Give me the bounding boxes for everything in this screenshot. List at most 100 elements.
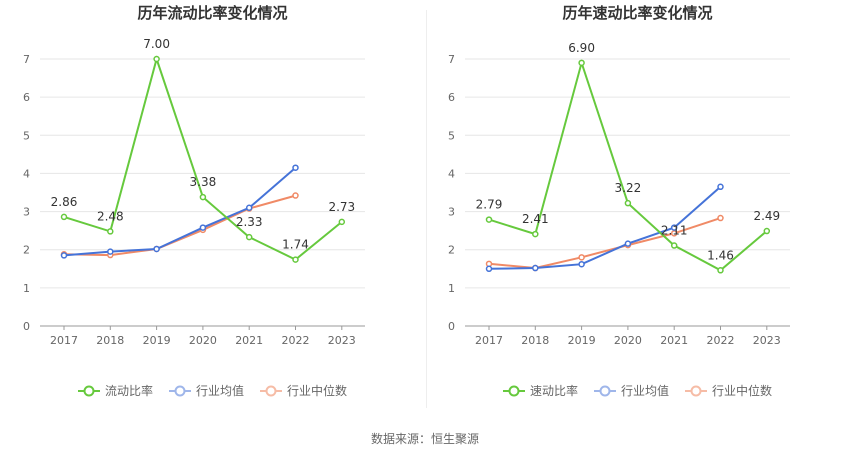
data-point (578, 260, 585, 268)
x-tick-label: 2018 (96, 334, 124, 347)
data-point (717, 183, 724, 191)
legend-item-ratio[interactable]: 速动比率 (502, 382, 578, 399)
legend-marker-icon (593, 385, 616, 396)
chart-panel-quick-ratio: 0 1 2 3 4 5 6 7 2017 2018 2019 2020 2021 2022 2023 2.79… (425, 0, 850, 410)
y-tick-label: 7 (23, 53, 30, 66)
legend-label: 行业中位数 (287, 384, 348, 398)
data-point (578, 59, 585, 67)
x-tick-label: 2022 (707, 334, 735, 347)
series-line (488, 59, 768, 272)
y-tick-label: 6 (448, 91, 455, 104)
x-tick-label: 2022 (282, 334, 310, 347)
x-tick-label: 2023 (328, 334, 356, 347)
legend-label: 流动比率 (104, 384, 153, 398)
line-chart-quick-ratio: 0 1 2 3 4 5 6 7 2017 2018 2019 2020 2021 2022 2023 2.79… (448, 41, 790, 347)
data-label: 1.74 (282, 238, 309, 252)
data-point (199, 224, 207, 231)
x-tick-label: 2019 (568, 334, 596, 347)
data-point (107, 228, 114, 235)
legend-label: 速动比率 (529, 384, 578, 398)
y-tick-label: 3 (448, 206, 455, 219)
data-label: 3.22 (615, 181, 642, 195)
series-line (63, 166, 297, 257)
y-tick-label: 4 (448, 167, 455, 180)
data-point (60, 252, 68, 259)
data-label: 2.49 (753, 209, 780, 223)
legend-marker-icon (502, 385, 525, 396)
data-point (153, 245, 160, 253)
data-point (717, 267, 724, 274)
legend-marker-icon (168, 385, 191, 396)
data-source-label: 数据来源：恒生聚源 (370, 432, 479, 446)
data-label: 1.46 (707, 248, 734, 262)
data-label: 3.38 (190, 175, 217, 189)
data-point (624, 240, 632, 247)
legend-item-industry-median[interactable]: 行业中位数 (260, 382, 347, 399)
data-point (485, 216, 493, 223)
y-tick-label: 5 (448, 129, 455, 142)
legend-item-industry-avg[interactable]: 行业均值 (593, 382, 669, 399)
data-label: 2.41 (522, 212, 549, 226)
y-tick-label: 5 (23, 129, 30, 142)
data-point (292, 164, 299, 171)
data-point (532, 264, 539, 272)
data-point (578, 254, 585, 261)
legend-item-ratio[interactable]: 流动比率 (77, 382, 153, 399)
data-point (292, 256, 299, 263)
y-tick-label: 1 (23, 282, 30, 295)
data-label: 2.33 (236, 215, 263, 229)
legend-label: 行业均值 (620, 384, 669, 398)
series-line (63, 194, 296, 257)
data-point (624, 199, 632, 207)
data-point (107, 248, 114, 255)
legend-marker-icon (260, 385, 282, 396)
x-tick-label: 2023 (753, 334, 781, 347)
data-point (485, 265, 493, 273)
data-point (763, 227, 771, 235)
legend-label: 行业均值 (195, 384, 244, 398)
data-point (338, 218, 346, 226)
data-point (670, 224, 678, 231)
data-point (670, 242, 678, 249)
y-tick-label: 2 (23, 244, 30, 257)
panel-divider (426, 10, 427, 408)
x-tick-label: 2020 (614, 334, 642, 347)
legend-marker-icon (77, 385, 100, 396)
data-label: 2.79 (476, 198, 503, 212)
data-label: 2.48 (97, 209, 124, 223)
x-tick-label: 2021 (660, 334, 688, 347)
y-tick-label: 0 (23, 320, 30, 333)
x-tick-label: 2017 (50, 334, 78, 347)
legend-marker-icon (685, 385, 707, 396)
data-point (245, 204, 253, 212)
x-tick-label: 2020 (189, 334, 217, 347)
data-point (199, 193, 207, 201)
data-point (717, 214, 724, 222)
data-point (60, 213, 68, 221)
y-tick-label: 0 (448, 320, 455, 333)
legend-item-industry-median[interactable]: 行业中位数 (685, 382, 772, 399)
y-tick-label: 4 (23, 167, 30, 180)
chart-title: 历年速动比率变化情况 (562, 4, 713, 22)
x-tick-label: 2018 (521, 334, 549, 347)
legend-item-industry-avg[interactable]: 行业均值 (168, 382, 244, 399)
data-label: 2.86 (51, 195, 78, 209)
data-point (245, 233, 253, 241)
chart-panel-current-ratio: 0 1 2 3 4 5 6 7 2017 2018 2019 2020 2021 2022 2023 2.86… (0, 0, 425, 410)
series-line (488, 186, 722, 270)
chart-title: 历年流动比率变化情况 (137, 4, 288, 22)
y-tick-label: 1 (448, 282, 455, 295)
line-chart-current-ratio: 0 1 2 3 4 5 6 7 2017 2018 2019 2020 2021 2022 2023 2.86… (23, 37, 365, 347)
x-tick-label: 2019 (143, 334, 171, 347)
legend: 速动比率 行业均值 行业中位数 (425, 382, 850, 399)
y-tick-label: 7 (448, 53, 455, 66)
x-tick-label: 2021 (235, 334, 263, 347)
legend-label: 行业中位数 (712, 384, 773, 398)
y-tick-label: 3 (23, 206, 30, 219)
y-tick-label: 6 (23, 91, 30, 104)
data-label: 7.00 (143, 37, 170, 51)
x-tick-label: 2017 (475, 334, 503, 347)
data-point (292, 192, 299, 199)
data-label: 2.73 (328, 200, 355, 214)
legend: 流动比率 行业均值 行业中位数 (0, 382, 425, 399)
